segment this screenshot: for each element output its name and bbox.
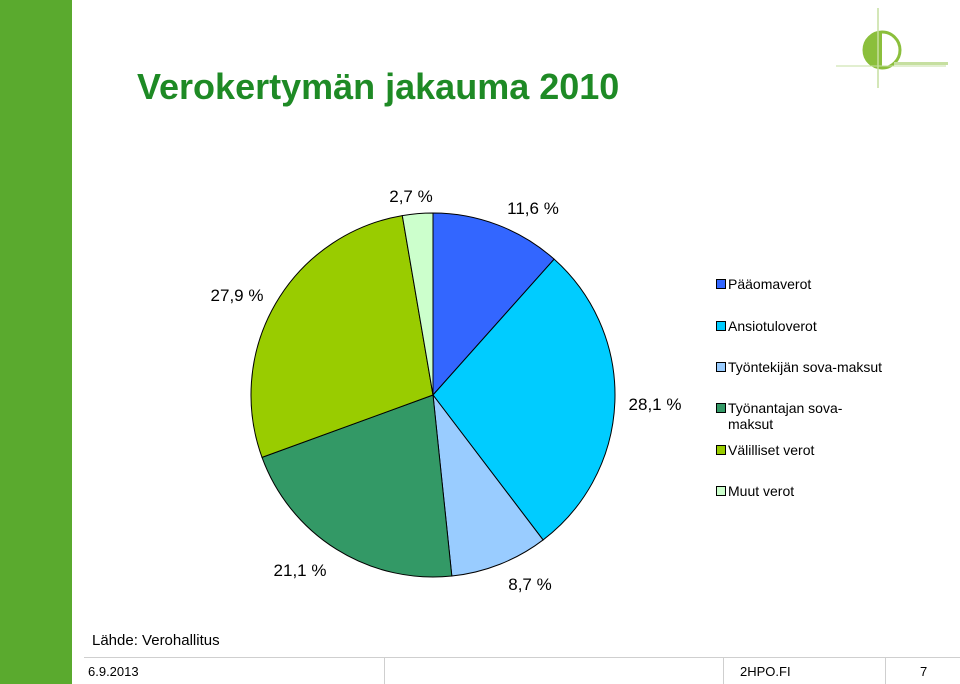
page-number: 7 xyxy=(920,664,928,679)
sidebar-accent xyxy=(0,0,72,684)
slice-value-label: 11,6 % xyxy=(507,199,559,218)
page-title: Verokertymän jakauma 2010 xyxy=(137,66,620,107)
slice-value-label: 27,9 % xyxy=(211,286,264,305)
footer-date: 6.9.2013 xyxy=(88,664,139,679)
footer-divider xyxy=(84,657,960,658)
brand-logo xyxy=(836,8,948,88)
legend-swatch xyxy=(716,321,726,331)
legend-swatch xyxy=(716,279,726,289)
legend-swatch xyxy=(716,403,726,413)
pie-slice xyxy=(432,258,616,541)
slice-value-label: 8,7 % xyxy=(508,575,551,594)
legend-swatch xyxy=(716,486,726,496)
slice-value-label: 2,7 % xyxy=(389,187,432,206)
slice-value-label: 28,1 % xyxy=(629,395,682,414)
slice-value-label: 21,1 % xyxy=(274,561,327,580)
legend-label: Työntekijän sova-maksut xyxy=(728,359,883,375)
legend-label: Työnantajan sova-maksut xyxy=(728,400,843,432)
pie-slice xyxy=(250,215,434,459)
source-note: Lähde: Verohallitus xyxy=(92,632,220,649)
pie-slice xyxy=(432,393,544,577)
legend-label: Pääomaverot xyxy=(728,276,812,292)
legend-label: Ansiotuloverot xyxy=(728,318,817,334)
pie-slice xyxy=(432,212,555,397)
footer-separator xyxy=(723,657,724,684)
legend-label: Välilliset verot xyxy=(728,442,815,458)
legend-label: Muut verot xyxy=(728,483,795,499)
footer-separator xyxy=(885,657,886,684)
pie-slice xyxy=(401,212,434,396)
footer-separator xyxy=(384,657,385,684)
legend-swatch xyxy=(716,362,726,372)
legend-swatch xyxy=(716,445,726,455)
footer-site: 2HPO.FI xyxy=(740,664,791,679)
